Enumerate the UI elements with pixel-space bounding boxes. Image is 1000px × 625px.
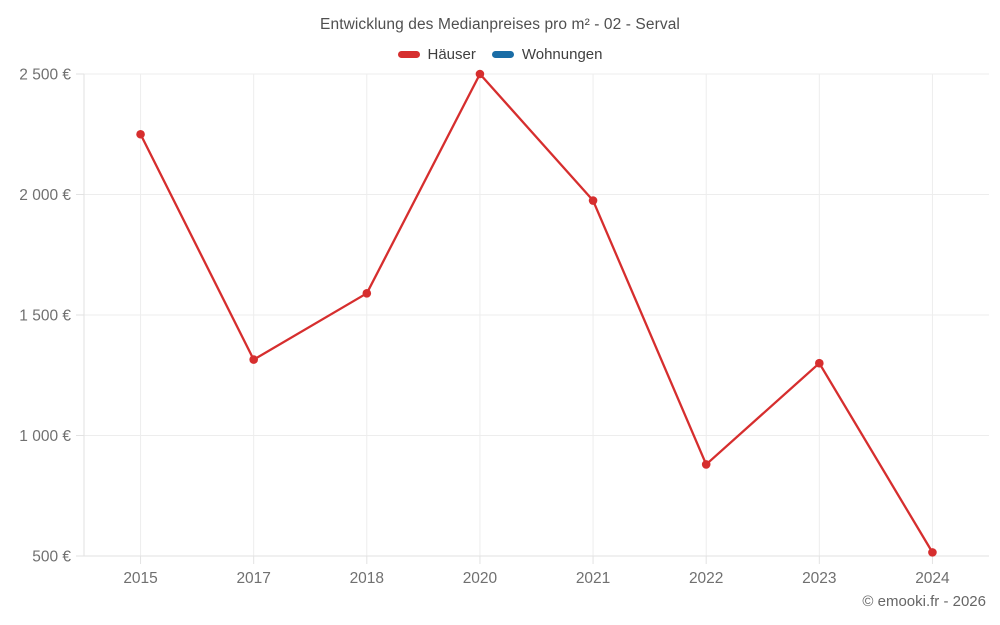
- data-point-häuser[interactable]: [815, 358, 824, 368]
- x-axis-label: 2021: [576, 570, 610, 587]
- legend-item-haeuser[interactable]: Häuser: [397, 46, 476, 63]
- data-point-häuser[interactable]: [928, 548, 937, 557]
- legend-label-wohnungen: Wohnungen: [521, 46, 603, 63]
- data-point-häuser[interactable]: [362, 289, 372, 298]
- y-axis-label: 1 000 €: [19, 428, 71, 445]
- x-axis-label: 2018: [350, 570, 384, 587]
- x-axis-label: 2015: [123, 570, 157, 587]
- legend-item-wohnungen[interactable]: Wohnungen: [491, 46, 603, 63]
- x-axis-label: 2024: [915, 570, 950, 587]
- data-point-häuser[interactable]: [475, 69, 485, 79]
- y-axis-label: 1 500 €: [19, 308, 71, 325]
- y-axis-label: 500 €: [32, 549, 71, 566]
- haeuser-swatch-icon: [397, 51, 420, 58]
- chart-legend: Häuser Wohnungen: [0, 46, 1000, 63]
- y-axis-label: 2 500 €: [19, 67, 71, 84]
- data-point-häuser[interactable]: [588, 196, 598, 205]
- legend-label-haeuser: Häuser: [427, 46, 476, 63]
- data-point-häuser[interactable]: [136, 129, 145, 139]
- data-point-häuser[interactable]: [249, 355, 258, 364]
- x-axis-label: 2020: [463, 570, 498, 587]
- y-axis-label: 2 000 €: [19, 187, 71, 204]
- x-axis-label: 2022: [689, 570, 723, 587]
- data-point-häuser[interactable]: [701, 460, 711, 469]
- x-axis-label: 2017: [236, 570, 270, 587]
- series-line-häuser: [139, 72, 934, 554]
- x-axis-label: 2023: [802, 570, 836, 587]
- chart-title: Entwicklung des Medianpreises pro m² - 0…: [320, 16, 680, 33]
- copyright-text: © emooki.fr - 2026: [862, 593, 986, 610]
- wohnungen-swatch-icon: [491, 51, 514, 58]
